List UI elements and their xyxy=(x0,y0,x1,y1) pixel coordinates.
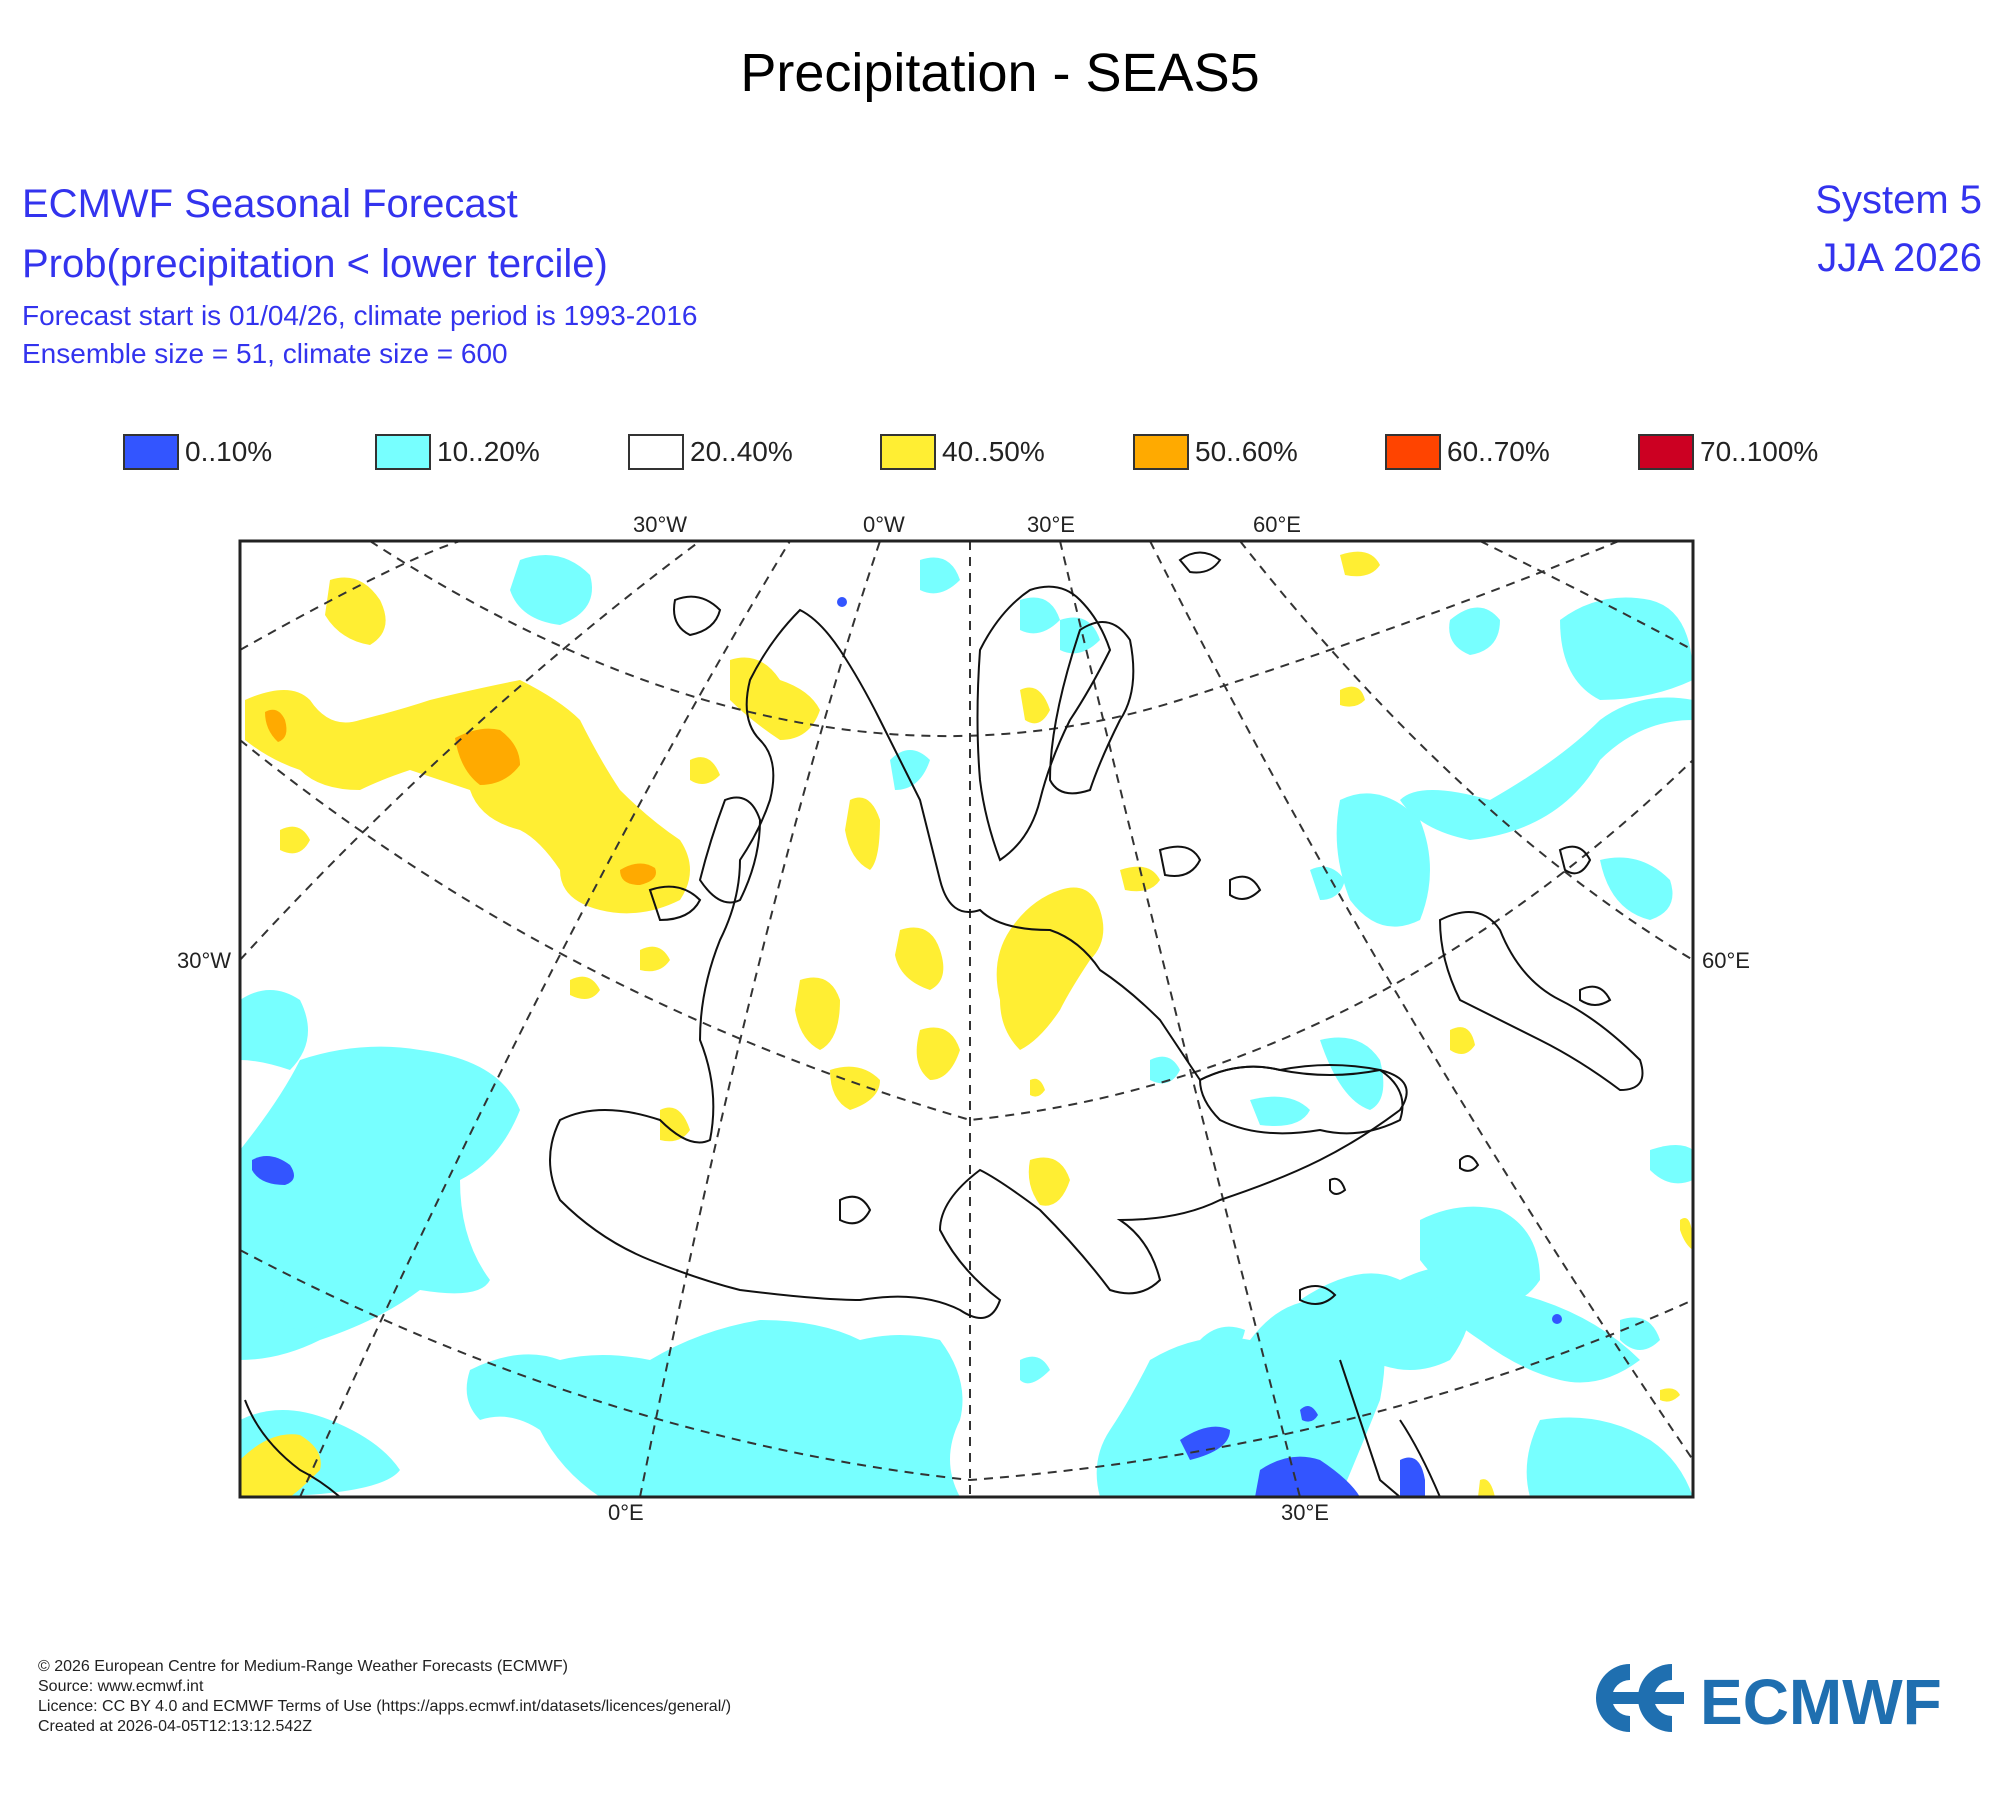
left-label: 30°W xyxy=(177,948,231,973)
bottom-label: 30°E xyxy=(1281,1500,1329,1525)
ecmwf-logo: ECMWF xyxy=(1595,1664,1942,1738)
higher-prob-areas xyxy=(265,709,656,885)
top-label: 30°W xyxy=(633,512,687,537)
header-product-title: Prob(precipitation < lower tercile) xyxy=(22,242,608,286)
footer-copyright: © 2026 European Centre for Medium-Range … xyxy=(38,1658,568,1675)
legend-label: 0..10% xyxy=(185,436,273,467)
legend-label: 70..100% xyxy=(1700,436,1819,467)
header-ensemble-size: Ensemble size = 51, climate size = 600 xyxy=(22,338,508,369)
legend-swatch xyxy=(1133,434,1189,470)
high-prob-areas xyxy=(240,551,1693,1497)
very-low-prob-areas xyxy=(252,597,1562,1497)
legend-swatch xyxy=(375,434,431,470)
low-prob-areas xyxy=(240,545,1693,1497)
legend-swatch xyxy=(1385,434,1441,470)
page-title: Precipitation - SEAS5 xyxy=(740,43,1260,103)
ecmwf-logo-icon xyxy=(1595,1664,1684,1732)
legend-label: 10..20% xyxy=(437,436,540,467)
top-label: 60°E xyxy=(1253,512,1301,537)
right-label: 60°E xyxy=(1702,948,1750,973)
header-org-title: ECMWF Seasonal Forecast xyxy=(22,182,518,226)
legend-swatch xyxy=(123,434,179,470)
header-season: JJA 2026 xyxy=(1817,236,1982,280)
top-label: 0°W xyxy=(863,512,905,537)
legend-label: 20..40% xyxy=(690,436,793,467)
legend-swatch xyxy=(628,434,684,470)
graticule-labels: 30°W 0°W 30°E 60°E 30°W 60°E 0°E 30°E xyxy=(177,512,1750,1525)
legend-label: 50..60% xyxy=(1195,436,1298,467)
header-forecast-start: Forecast start is 01/04/26, climate peri… xyxy=(22,300,698,331)
bottom-label: 0°E xyxy=(608,1500,644,1525)
footer-licence: Licence: CC BY 4.0 and ECMWF Terms of Us… xyxy=(38,1698,732,1715)
legend-label: 60..70% xyxy=(1447,436,1550,467)
graticule xyxy=(240,541,1693,1497)
top-label: 30°E xyxy=(1027,512,1075,537)
footer-created: Created at 2026-04-05T12:13:12.542Z xyxy=(38,1718,312,1735)
coastlines xyxy=(244,551,1644,1497)
legend-swatch xyxy=(1638,434,1694,470)
legend: 0..10% 10..20% 20..40% 40..50% 50..60% 6… xyxy=(0,434,2000,476)
legend-label: 40..50% xyxy=(942,436,1045,467)
legend-swatch xyxy=(880,434,936,470)
ecmwf-logo-text: ECMWF xyxy=(1700,1666,1942,1738)
map-field xyxy=(240,541,1693,1497)
header-system: System 5 xyxy=(1815,178,1982,222)
map-frame xyxy=(238,539,1695,1499)
footer-source: Source: www.ecmwf.int xyxy=(38,1678,204,1695)
